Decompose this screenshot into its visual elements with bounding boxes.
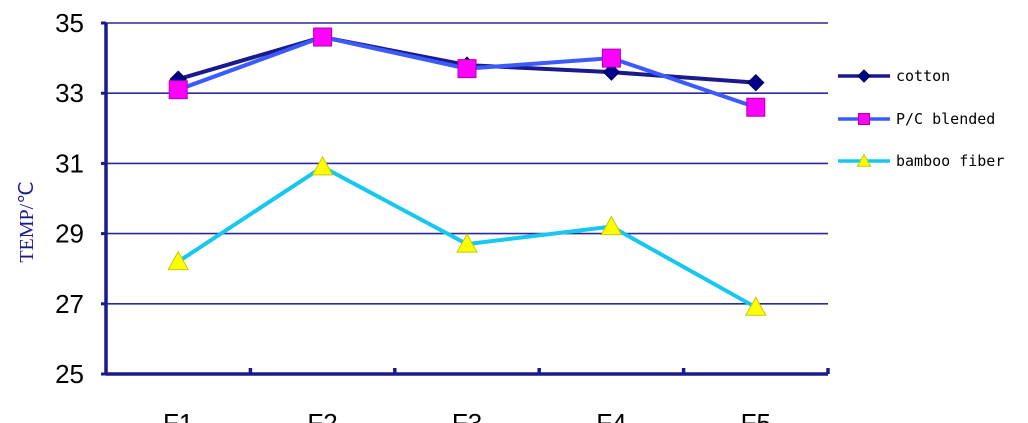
legend-label: bamboo fiber [896, 152, 1004, 170]
x-tick-labels: F1 F2 F3 F4 F5 [163, 408, 771, 423]
x-tick-label: F4 [596, 408, 626, 423]
y-axis-label: TEMP/℃ [16, 181, 38, 262]
diamond-marker [747, 73, 765, 92]
square-marker [601, 48, 621, 68]
axes [101, 21, 830, 376]
triangle-marker [856, 153, 872, 167]
x-tick-label: F1 [163, 408, 193, 423]
triangle-marker [600, 215, 623, 236]
triangle-marker [311, 155, 334, 176]
legend: cotton P/C blended bamboo fiber [838, 67, 1004, 170]
gridlines [106, 22, 828, 305]
legend-label: cotton [896, 67, 950, 85]
legend-item: bamboo fiber [838, 152, 1004, 170]
x-tick-label: F2 [307, 408, 337, 423]
square-marker [858, 113, 870, 125]
square-marker [313, 27, 333, 47]
x-tick-label: F5 [741, 408, 771, 423]
square-marker [168, 80, 188, 100]
legend-label: P/C blended [896, 110, 995, 128]
diamond-marker [602, 63, 621, 81]
y-tick-label: 29 [55, 219, 84, 249]
y-tick-label: 25 [55, 359, 84, 389]
series-group [167, 27, 767, 316]
legend-item: cotton [838, 67, 950, 85]
y-tick-labels: 25 27 29 31 33 35 [55, 8, 84, 389]
triangle-marker [167, 250, 190, 271]
legend-item: P/C blended [838, 110, 995, 128]
series-bamboo-fiber [167, 155, 767, 316]
series-p-c-blended [168, 27, 766, 117]
triangle-marker [744, 296, 767, 316]
square-marker [457, 59, 477, 79]
y-tick-label: 27 [55, 289, 84, 319]
y-tick-label: 33 [55, 78, 84, 108]
y-tick-label: 35 [55, 8, 84, 38]
square-marker [746, 97, 766, 117]
y-tick-label: 31 [55, 148, 84, 178]
diamond-marker [857, 69, 871, 83]
triangle-marker [456, 233, 478, 253]
x-tick-label: F3 [452, 408, 482, 423]
